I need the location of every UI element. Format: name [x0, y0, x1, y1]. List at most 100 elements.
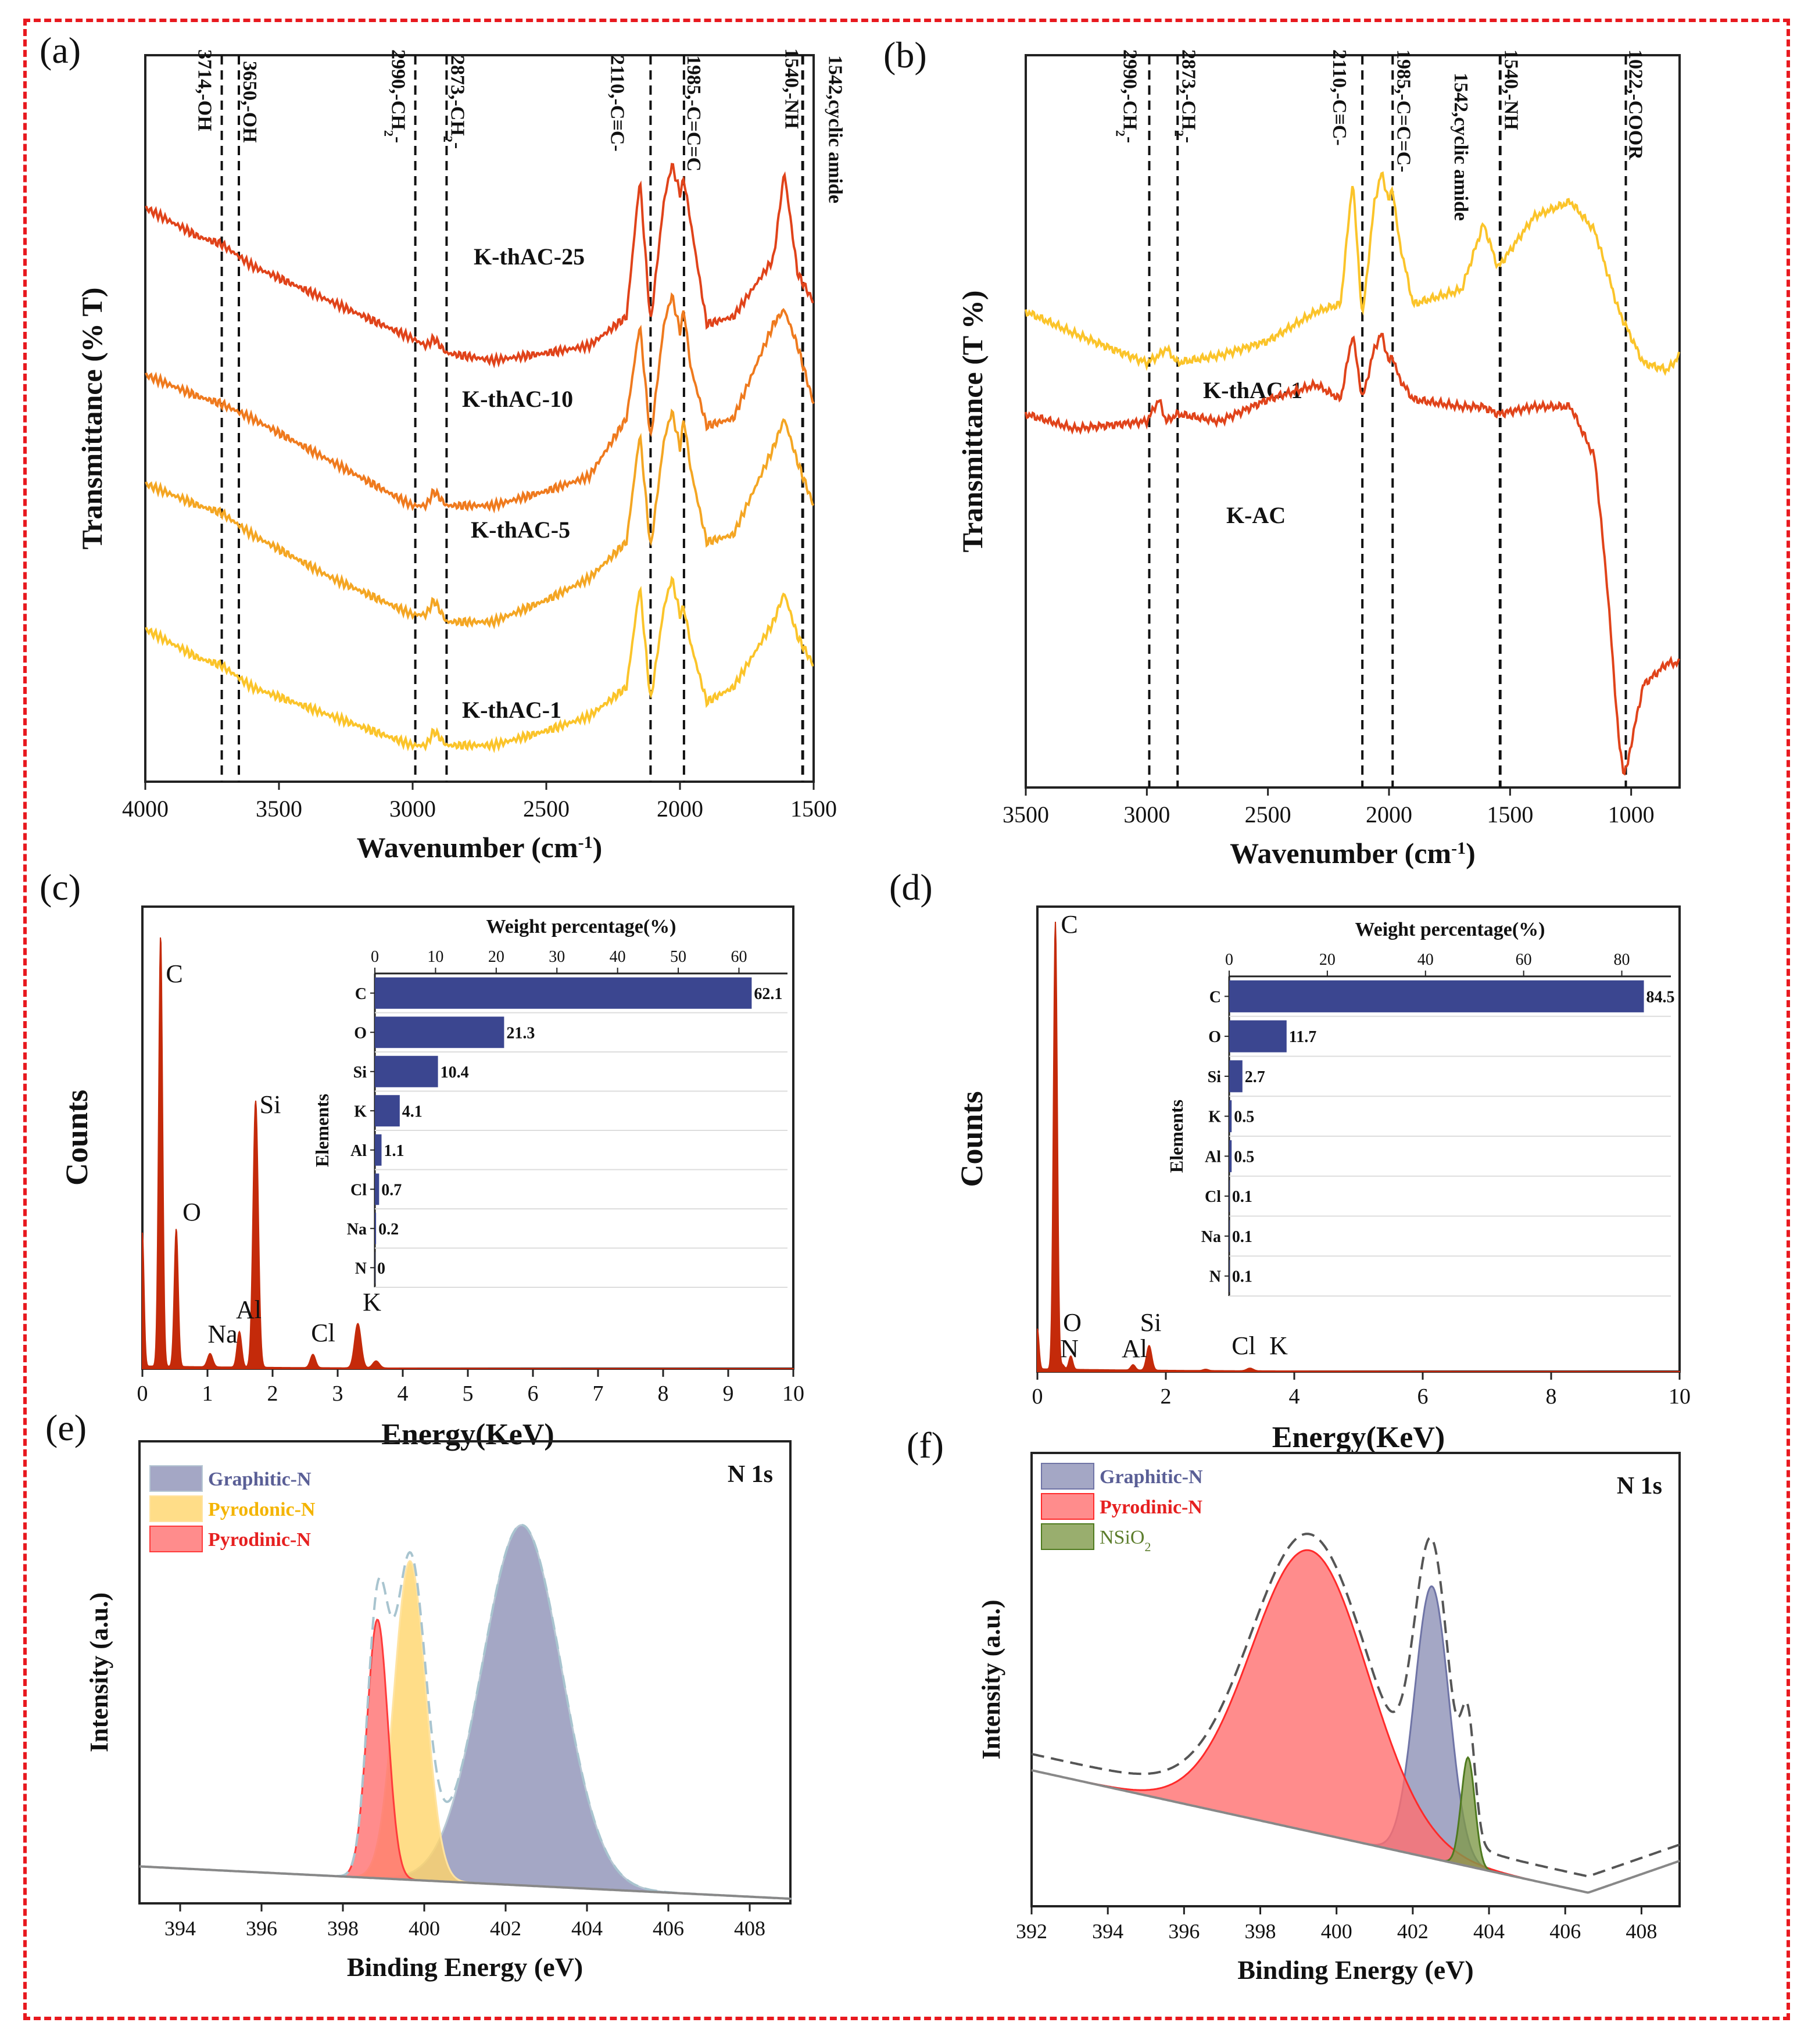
chart-e-title: N 1s	[728, 1461, 773, 1488]
chart-d-inset-category-6: Na	[1201, 1228, 1221, 1246]
chart-e-legend-label-0: Graphitic-N	[208, 1469, 312, 1490]
chart-d-inset-value-6: 0.1	[1232, 1228, 1252, 1246]
chart-d-inset-bar-2	[1229, 1060, 1243, 1093]
chart-c-inset-value-5: 0.7	[381, 1181, 402, 1199]
panel-label-e: (e)	[45, 1407, 87, 1448]
chart-d-xlabel: Energy(KeV)	[1272, 1421, 1445, 1454]
panel-label-d: (d)	[889, 867, 933, 908]
chart-c-inset-bar-5	[375, 1173, 380, 1205]
chart-d-xtick-label-0: 0	[1032, 1384, 1043, 1409]
chart-d-inset-value-4: 0.5	[1234, 1148, 1254, 1166]
chart-d-inset-category-2: Si	[1208, 1068, 1222, 1086]
chart-c-ylabel: Counts	[59, 1090, 94, 1186]
chart-d-peak-label-5: Si	[1140, 1308, 1162, 1337]
chart-c-xtick-label-10: 10	[782, 1381, 804, 1406]
chart-b-annotation-2: 2110,-C≡C-	[1329, 49, 1350, 146]
chart-d-inset-category-3: K	[1208, 1108, 1221, 1126]
chart-c-inset-xtick-label-4: 40	[610, 948, 626, 966]
chart-b-xtick-label-4: 1500	[1487, 801, 1533, 828]
chart-f-legend-label-1: Pyrodinic-N	[1100, 1497, 1202, 1518]
chart-f-xtick-label-7: 406	[1549, 1920, 1581, 1943]
chart-e-xtick-label-5: 404	[571, 1917, 603, 1940]
chart-e-xlabel: Binding Energy (eV)	[347, 1952, 583, 1982]
chart-c-inset-xtick-label-6: 60	[731, 948, 747, 966]
chart-f-xtick-label-4: 400	[1321, 1920, 1352, 1943]
chart-d-xtick-label-5: 10	[1669, 1384, 1691, 1409]
chart-d-inset-bar-5	[1229, 1180, 1230, 1212]
chart-d-xtick-label-1: 2	[1161, 1384, 1172, 1409]
chart-c-peak-label-7: K	[363, 1288, 381, 1316]
chart-a-xtick-label-4: 2000	[657, 796, 703, 822]
chart-a-annotation-0: 3714,-OH	[194, 49, 216, 131]
chart-c-inset-bar-2	[375, 1055, 438, 1087]
chart-d-inset-bar-7	[1229, 1260, 1230, 1293]
chart-f-envelope	[1031, 1533, 1680, 1878]
chart-b-annotation-0: 2990,-CH2-	[1114, 49, 1141, 143]
chart-a-annotation-6: 1542,cyclic amide	[825, 55, 846, 203]
chart-f-xtick-label-2: 396	[1168, 1920, 1200, 1943]
chart-e-xtick-label-2: 398	[327, 1917, 359, 1940]
chart-d-inset-xtick-label-1: 20	[1319, 951, 1336, 969]
chart-c-inset-xtick-label-0: 0	[371, 948, 379, 966]
chart-a-frame	[144, 54, 815, 783]
chart-f-legend-swatch-1	[1041, 1493, 1094, 1520]
chart-c-inset-title: Weight percentage(%)	[486, 916, 676, 937]
chart-d-inset-value-2: 2.7	[1245, 1068, 1265, 1086]
chart-a-xtick-label-1: 3500	[256, 796, 302, 822]
chart-a-series-1	[145, 292, 815, 514]
chart-c-inset-value-3: 4.1	[402, 1102, 423, 1121]
chart-e-legend-label-1: Pyrodonic-N	[208, 1499, 316, 1520]
chart-d-inset-bar-6	[1229, 1220, 1230, 1252]
chart-d-ylabel: Counts	[954, 1091, 989, 1187]
chart-d-peak-label-2: O	[1063, 1308, 1082, 1337]
chart-e-component-0	[139, 1524, 792, 1900]
chart-f-xlabel: Binding Energy (eV)	[1237, 1955, 1473, 1985]
chart-c-inset-value-0: 62.1	[754, 985, 782, 1003]
chart-a-series-3	[145, 575, 814, 754]
chart-c-peak-label-1: C	[166, 960, 182, 988]
chart-d-inset-xtick-label-2: 40	[1417, 951, 1434, 969]
chart-d-inset-value-3: 0.5	[1234, 1108, 1254, 1126]
chart-c-peak-label-5: Si	[260, 1090, 281, 1119]
chart-c-peak-label-2: O	[182, 1198, 201, 1226]
chart-c-inset-xtick-label-1: 10	[427, 948, 443, 966]
panel-label-c: (c)	[40, 867, 81, 908]
chart-c-xtick-label-7: 7	[593, 1381, 604, 1406]
chart-c-inset-category-1: O	[354, 1024, 367, 1042]
chart-d-inset-value-0: 84.5	[1646, 988, 1675, 1006]
chart-b-series-label-1: K-AC	[1226, 502, 1286, 528]
chart-c-xtick-label-8: 8	[658, 1381, 669, 1406]
chart-c-inset-bar-1	[375, 1016, 504, 1048]
chart-e-baseline	[139, 1865, 791, 1900]
chart-c-peak-label-3: Na	[207, 1320, 237, 1348]
chart-c-inset-value-1: 21.3	[506, 1024, 535, 1042]
chart-c-xtick-label-2: 2	[267, 1381, 278, 1406]
chart-f-legend-label-0: Graphitic-N	[1100, 1466, 1203, 1488]
chart-a-annotation-4: 2110,-C≡C-	[606, 55, 628, 152]
chart-d-xtick-label-3: 6	[1417, 1384, 1429, 1409]
chart-c-inset-bar-0	[375, 977, 752, 1009]
chart-c-spectrum	[142, 937, 794, 1369]
chart-c-inset-category-2: Si	[353, 1064, 367, 1082]
chart-e-legend-swatch-0	[149, 1465, 203, 1492]
chart-c-inset-bar-3	[375, 1095, 400, 1127]
chart-b-annotation-1: 2873,-CH2-	[1172, 49, 1200, 143]
chart-b-annotation-3: 1985,-C=C=C-	[1392, 49, 1414, 173]
chart-a-annotation-1: 3650,-OH	[239, 61, 260, 143]
chart-a-ylabel: Transmittance (% T)	[76, 288, 108, 550]
chart-c-xlabel: Energy(KeV)	[381, 1418, 554, 1451]
chart-d-xtick-label-4: 8	[1546, 1384, 1557, 1409]
chart-c-inset-value-4: 1.1	[384, 1142, 404, 1160]
chart-d-inset-xtick-label-3: 60	[1516, 951, 1532, 969]
chart-b-frame	[1025, 54, 1681, 789]
chart-e-xtick-label-3: 400	[409, 1917, 440, 1940]
chart-e-frame	[138, 1440, 792, 1905]
chart-d-inset-title: Weight percentage(%)	[1355, 919, 1545, 940]
chart-a-series-0	[145, 163, 814, 368]
chart-a-xtick-label-0: 4000	[122, 796, 169, 822]
chart-a-series-label-2: K-thAC-5	[471, 517, 570, 543]
chart-b-series-label-0: K-thAC-1	[1203, 377, 1302, 403]
chart-b-annotation-5: 1540,-NH	[1501, 49, 1522, 130]
chart-b-annotation-4: 1542,cyclic amide	[1450, 73, 1472, 221]
chart-d-inset-category-1: O	[1208, 1028, 1221, 1046]
